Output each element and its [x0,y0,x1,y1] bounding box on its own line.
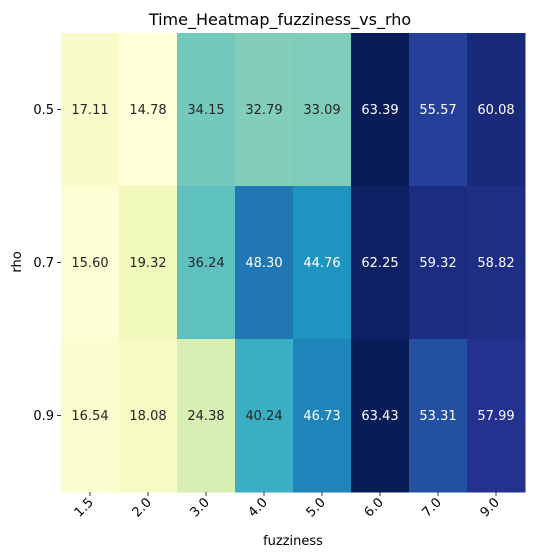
y-tick-label: 0.9 [33,409,54,424]
heatmap-cell [177,339,236,493]
cell-value-label: 62.25 [361,256,398,271]
cell-value-label: 32.79 [245,103,282,118]
cell-value-label: 24.38 [187,409,224,424]
cell-value-label: 34.15 [187,103,224,118]
heatmap-cell [235,33,294,187]
heatmap-cell [119,339,178,493]
heatmap-cell [235,186,294,340]
chart-title: Time_Heatmap_fuzziness_vs_rho [148,10,411,30]
cell-value-label: 40.24 [245,409,282,424]
cell-value-label: 63.39 [361,103,398,118]
x-tick-label: 1.5 [72,495,97,520]
cell-value-label: 17.11 [71,103,108,118]
heatmap-cells: 17.11 14.78 34.15 32.79 33.09 63.39 55.57 60.08… [61,33,526,493]
heatmap-cell [293,339,352,493]
heatmap-cell [61,339,120,493]
heatmap-cell [409,33,468,187]
heatmap-cell [177,33,236,187]
x-tick-label: 9.0 [478,495,503,520]
x-tick-label: 5.0 [304,495,329,520]
x-axis-ticks: 1.5 2.0 3.0 4.0 5.0 6.0 7.0 9.0 [72,492,503,520]
heatmap-cell [351,339,410,493]
heatmap-cell [467,186,526,340]
heatmap-cell [119,186,178,340]
cell-value-label: 58.82 [477,256,514,271]
x-tick-label: 4.0 [246,495,271,520]
cell-value-label: 55.57 [419,103,456,118]
cell-value-label: 14.78 [129,103,166,118]
y-tick-label: 0.7 [33,256,54,271]
x-tick-label: 3.0 [188,495,213,520]
heatmap-cell [409,186,468,340]
cell-value-label: 16.54 [71,409,108,424]
heatmap-cell [119,33,178,187]
y-axis-ticks: 0.5 0.7 0.9 [33,103,61,424]
x-tick-label: 2.0 [130,495,155,520]
cell-value-label: 36.24 [187,256,224,271]
cell-value-label: 19.32 [129,256,166,271]
cell-value-label: 59.32 [419,256,456,271]
cell-value-label: 15.60 [71,256,108,271]
x-tick-label: 7.0 [420,495,445,520]
heatmap-cell [467,33,526,187]
heatmap-cell [61,33,120,187]
x-tick-label: 6.0 [362,495,387,520]
heatmap-cell [409,339,468,493]
cell-value-label: 57.99 [477,409,514,424]
heatmap-cell [351,186,410,340]
cell-value-label: 33.09 [303,103,340,118]
heatmap-cell [467,339,526,493]
y-axis-label: rho [10,251,25,272]
heatmap-cell [61,186,120,340]
heatmap-cell [293,186,352,340]
cell-value-label: 44.76 [303,256,340,271]
heatmap-cell [351,33,410,187]
cell-value-label: 48.30 [245,256,282,271]
heatmap-cell [293,33,352,187]
heatmap-cell [235,339,294,493]
cell-value-label: 46.73 [303,409,340,424]
cell-value-label: 53.31 [419,409,456,424]
cell-value-label: 18.08 [129,409,166,424]
cell-value-label: 63.43 [361,409,398,424]
cell-value-label: 60.08 [477,103,514,118]
x-axis-label: fuzziness [263,534,323,549]
y-tick-label: 0.5 [33,103,54,118]
heatmap-cell [177,186,236,340]
